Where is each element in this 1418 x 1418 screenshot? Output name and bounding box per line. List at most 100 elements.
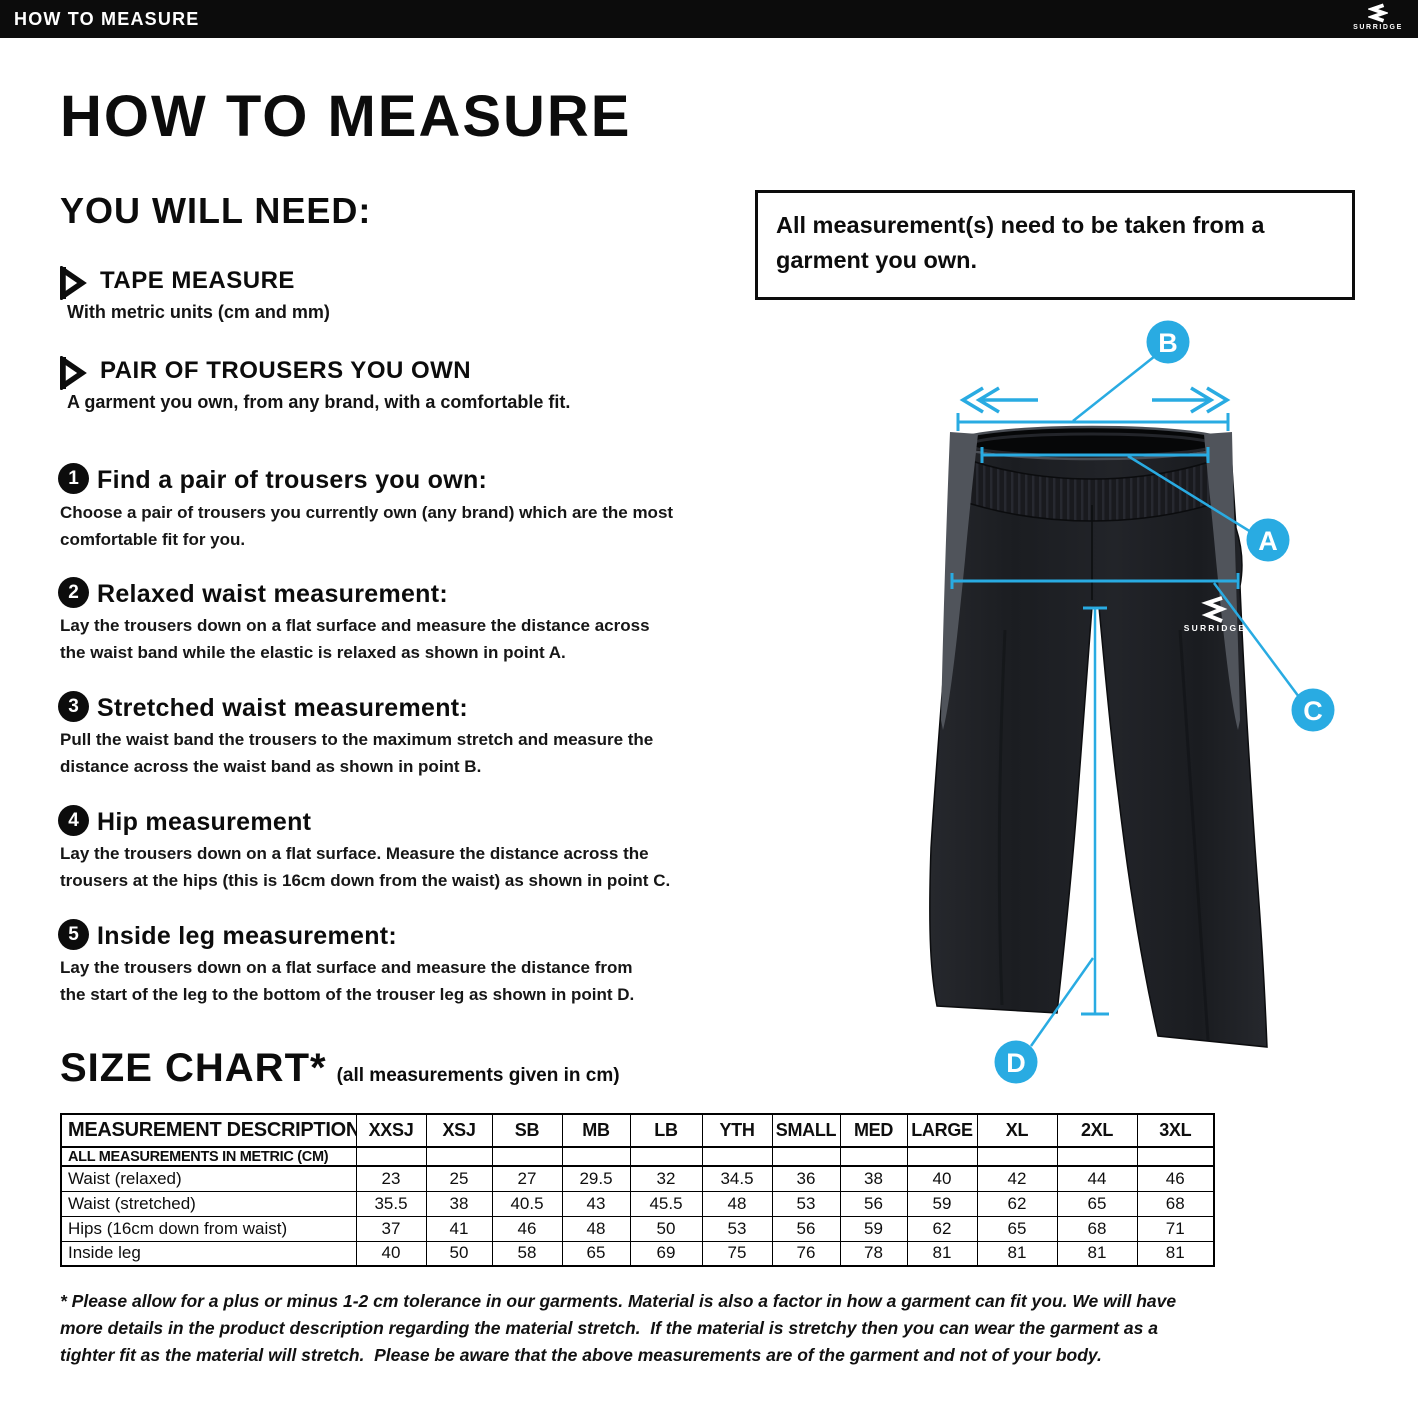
- measurement-value: 46: [1136, 1165, 1215, 1192]
- measurement-value: 59: [839, 1215, 908, 1242]
- measurement-value: 69: [629, 1240, 703, 1267]
- empty-cell: [355, 1146, 427, 1167]
- measurement-value: 48: [561, 1215, 631, 1242]
- garment-surridge-logo: SURRIDGE: [1184, 596, 1246, 633]
- need-item-title: TAPE MEASURE: [100, 267, 295, 294]
- measurement-value: 62: [976, 1190, 1058, 1217]
- empty-cell: [906, 1146, 978, 1167]
- measurement-value: 53: [701, 1215, 773, 1242]
- surridge-s-icon: [1368, 3, 1388, 23]
- measurement-value: 27: [491, 1165, 563, 1192]
- empty-cell: [561, 1146, 631, 1167]
- empty-cell: [629, 1146, 703, 1167]
- measurement-value: 65: [561, 1240, 631, 1267]
- measurement-note-box: All measurement(s) need to be taken from…: [755, 190, 1355, 300]
- measure-point-b: B: [1146, 320, 1190, 364]
- measurement-value: 76: [771, 1240, 841, 1267]
- size-chart-header-row: MEASUREMENT DESCRIPTION XXSJ XSJ SB MB LB YTH S…: [60, 1113, 1215, 1148]
- triangle-bullet-icon: [60, 356, 87, 390]
- measurement-value: 41: [425, 1215, 493, 1242]
- trousers-diagram: SURRIDGE: [929, 320, 1335, 1084]
- step-title: Relaxed waist measurement:: [97, 580, 449, 608]
- empty-cell: [771, 1146, 841, 1167]
- column-header-size: XXSJ: [355, 1113, 427, 1148]
- need-item-title: PAIR OF TROUSERS YOU OWN: [100, 357, 472, 384]
- empty-cell: [1056, 1146, 1138, 1167]
- measurement-value: 81: [976, 1240, 1058, 1267]
- measurement-label: Waist (relaxed): [60, 1165, 357, 1192]
- svg-text:D: D: [1006, 1048, 1026, 1078]
- column-header-size: MED: [839, 1113, 908, 1148]
- step-title: Hip measurement: [97, 808, 312, 836]
- measurement-value: 71: [1136, 1215, 1215, 1242]
- measure-point-c: C: [1291, 688, 1335, 732]
- measurement-value: 65: [1056, 1190, 1138, 1217]
- empty-cell: [839, 1146, 908, 1167]
- step-number-badge: 2: [58, 577, 89, 608]
- empty-cell: [701, 1146, 773, 1167]
- measurement-value: 68: [1136, 1190, 1215, 1217]
- column-header-size: 2XL: [1056, 1113, 1138, 1148]
- step-title: Inside leg measurement:: [97, 922, 398, 950]
- column-header-size: SB: [491, 1113, 563, 1148]
- measurement-value: 48: [701, 1190, 773, 1217]
- size-chart-row: Waist (stretched) 35.5 38 40.5 43 45.5 48 53 56 5…: [60, 1190, 1215, 1217]
- need-item-description: With metric units (cm and mm): [67, 302, 330, 322]
- svg-text:B: B: [1158, 328, 1178, 358]
- size-chart-row: Inside leg 40 50 58 65 69 75 76 78 81 81 81 81: [60, 1240, 1215, 1267]
- measurement-value: 81: [1136, 1240, 1215, 1267]
- measurement-value: 59: [906, 1190, 978, 1217]
- unit-row-label: ALL MEASUREMENTS IN METRIC (CM): [60, 1146, 357, 1167]
- measurement-value: 42: [976, 1165, 1058, 1192]
- measurement-value: 32: [629, 1165, 703, 1192]
- measurement-value: 40: [355, 1240, 427, 1267]
- measurement-value: 65: [976, 1215, 1058, 1242]
- measurement-value: 38: [425, 1190, 493, 1217]
- size-chart-heading: SIZE CHART* (all measurements given in c…: [60, 1046, 620, 1091]
- tolerance-footnote: * Please allow for a plus or minus 1-2 c…: [60, 1291, 1177, 1366]
- surridge-wordmark: SURRIDGE: [1353, 24, 1403, 31]
- measurement-value: 29.5: [561, 1165, 631, 1192]
- size-chart-subtitle: (all measurements given in cm): [336, 1065, 620, 1086]
- top-bar-title: HOW TO MEASURE: [14, 9, 200, 29]
- empty-cell: [425, 1146, 493, 1167]
- measurement-value: 50: [425, 1240, 493, 1267]
- column-header-size: LB: [629, 1113, 703, 1148]
- measurement-note-text: All measurement(s) need to be taken from…: [776, 212, 1265, 274]
- empty-cell: [491, 1146, 563, 1167]
- garment-brand-text: SURRIDGE: [1184, 623, 1246, 633]
- measurement-label: Waist (stretched): [60, 1190, 357, 1217]
- need-item-description: A garment you own, from any brand, with …: [67, 392, 571, 412]
- column-header-size: XL: [976, 1113, 1058, 1148]
- measurement-value: 50: [629, 1215, 703, 1242]
- you-will-need-heading: YOU WILL NEED:: [60, 190, 372, 231]
- size-chart-row: Hips (16cm down from waist) 37 41 46 48 50 53 5…: [60, 1215, 1215, 1242]
- measurement-value: 35.5: [355, 1190, 427, 1217]
- svg-text:A: A: [1258, 526, 1278, 556]
- column-header-size: SMALL: [771, 1113, 841, 1148]
- step-number-badge: 1: [58, 463, 89, 494]
- measurement-value: 68: [1056, 1215, 1138, 1242]
- measurement-value: 56: [771, 1215, 841, 1242]
- step-number-badge: 4: [58, 805, 89, 836]
- measurement-value: 58: [491, 1240, 563, 1267]
- measurement-value: 81: [1056, 1240, 1138, 1267]
- measurement-value: 81: [906, 1240, 978, 1267]
- measurement-point-labels: B A C D: [994, 320, 1335, 1084]
- size-chart-table: MEASUREMENT DESCRIPTION XXSJ XSJ SB MB LB YTH S…: [60, 1113, 1215, 1267]
- step-title: Find a pair of trousers you own:: [97, 466, 488, 494]
- trousers-illustration: SURRIDGE: [929, 425, 1268, 1048]
- measurement-label: Inside leg: [60, 1240, 357, 1267]
- measurement-value: 40: [906, 1165, 978, 1192]
- column-header-size: 3XL: [1136, 1113, 1215, 1148]
- step-body: Lay the trousers down on a flat surface …: [60, 616, 650, 662]
- measurement-value: 78: [839, 1240, 908, 1267]
- triangle-bullet-icon: [60, 266, 87, 300]
- column-header-size: LARGE: [906, 1113, 978, 1148]
- measurement-value: 34.5: [701, 1165, 773, 1192]
- step-body: Choose a pair of trousers you currently …: [60, 503, 674, 549]
- page-title: HOW TO MEASURE: [60, 84, 632, 149]
- column-header-description: MEASUREMENT DESCRIPTION: [60, 1113, 357, 1148]
- step-body: Pull the waist band the trousers to the …: [60, 730, 654, 776]
